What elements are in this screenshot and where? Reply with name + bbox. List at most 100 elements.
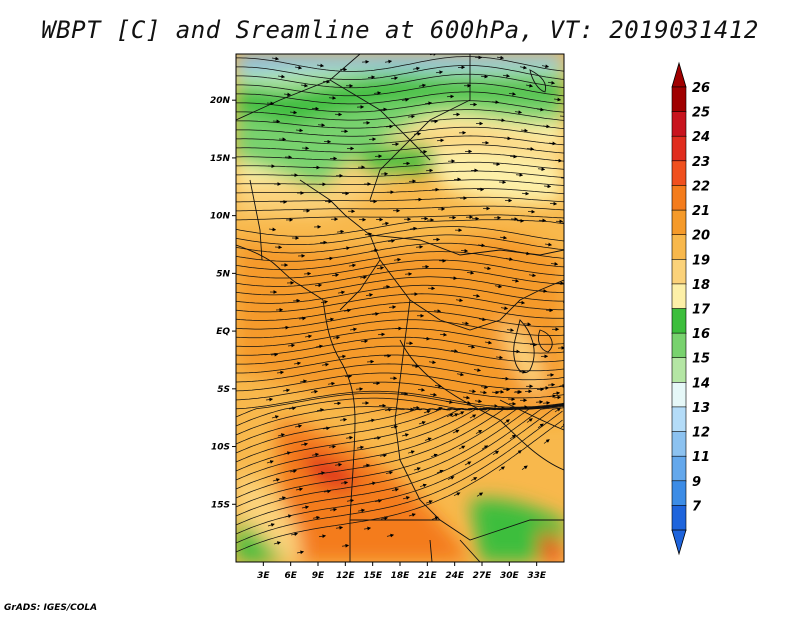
streamline-arrow	[466, 271, 475, 275]
streamline-arrow	[472, 294, 481, 298]
streamline-arrow	[502, 73, 511, 78]
colorbar-segment	[671, 332, 687, 359]
streamline-arrow	[379, 107, 388, 112]
streamline-arrow	[509, 154, 518, 159]
streamline-arrow	[325, 256, 334, 261]
streamline-arrow	[341, 543, 350, 548]
streamline-arrow	[310, 389, 319, 394]
streamline	[236, 242, 564, 262]
streamline-arrow	[470, 477, 478, 482]
streamline	[236, 345, 564, 365]
colorbar-label: 19	[692, 253, 710, 268]
streamline-arrow	[300, 83, 309, 88]
colorbar-segment	[671, 185, 687, 211]
lat-tick-label: 20N	[210, 96, 231, 106]
streamline-arrow	[565, 71, 571, 72]
colorbar-segment	[671, 455, 687, 482]
streamline-arrow	[317, 471, 326, 475]
streamline-arrow	[334, 462, 343, 467]
streamline-arrow	[365, 293, 374, 297]
streamline-arrow	[282, 388, 291, 393]
colorbar-label: 12	[692, 426, 710, 441]
streamline	[236, 404, 564, 499]
streamline-arrow	[419, 149, 428, 154]
streamline-arrow	[268, 227, 277, 232]
streamline-arrow	[272, 119, 281, 124]
streamline-arrow	[410, 54, 415, 55]
colorbar-label: 18	[692, 278, 710, 293]
streamline-arrow	[418, 421, 426, 425]
colorbar-segment	[671, 480, 687, 507]
streamline-arrow	[355, 387, 364, 391]
streamline-arrow	[385, 124, 394, 129]
colorbar-segment	[671, 505, 687, 531]
streamline	[236, 390, 564, 410]
streamline-arrow	[345, 435, 354, 440]
streamline-arrow	[570, 384, 576, 385]
streamline-arrow	[407, 114, 416, 119]
streamline-arrow	[409, 226, 418, 231]
colorbar-label: 16	[692, 327, 710, 342]
streamline	[236, 381, 564, 401]
streamline-arrow	[425, 500, 433, 504]
streamline-arrow	[553, 97, 562, 102]
streamline-arrow	[289, 110, 298, 115]
streamline-arrow	[547, 382, 556, 387]
streamline	[236, 91, 564, 105]
streamline-arrow	[450, 349, 459, 353]
streamline-arrow	[509, 434, 516, 440]
streamline	[236, 293, 564, 313]
streamline-arrow	[411, 364, 420, 369]
streamline-arrow	[457, 411, 465, 416]
wbpt-colorbar: 26 25 24 23 22 21 20 19 18 17 16 15 14 13 12 11 9 7	[671, 61, 711, 556]
streamline	[236, 144, 564, 154]
streamline-arrow	[428, 360, 437, 365]
lat-tick-label: 15N	[210, 154, 231, 164]
streamline-arrow	[373, 436, 382, 440]
streamline-arrow	[391, 142, 400, 147]
streamline-arrow	[498, 466, 506, 471]
colorbar-segment	[671, 135, 687, 162]
streamline-arrow	[508, 92, 517, 96]
streamline	[236, 372, 564, 392]
streamline	[236, 170, 564, 178]
streamline-arrow	[412, 66, 421, 71]
country-borders	[236, 54, 564, 562]
streamline-arrow	[567, 440, 572, 444]
streamline-arrow	[292, 298, 301, 303]
streamline-arrow	[481, 445, 489, 450]
streamline-arrow	[281, 325, 290, 330]
streamline-arrow	[276, 370, 285, 375]
streamlines	[236, 54, 578, 555]
colorbar-segment	[671, 283, 687, 310]
streamline-arrow	[526, 147, 535, 151]
streamline-arrow	[565, 393, 571, 394]
streamline-arrow	[423, 409, 431, 414]
streamline-arrow	[335, 525, 344, 530]
streamline	[236, 100, 564, 113]
streamline	[236, 354, 564, 374]
streamline-arrow	[464, 461, 472, 466]
streamline-arrow	[554, 158, 563, 163]
streamline-arrow	[468, 389, 477, 394]
streamline	[236, 403, 564, 472]
streamline-arrow	[390, 76, 399, 81]
streamline-arrow	[547, 80, 556, 85]
streamline-arrow	[402, 496, 411, 500]
streamline	[236, 328, 564, 347]
streamline	[236, 419, 563, 553]
colorbar-label: 20	[692, 229, 710, 244]
streamline-arrow	[304, 334, 313, 339]
streamline-arrow	[480, 74, 489, 79]
streamline-arrow	[572, 395, 578, 396]
streamline-arrow	[328, 444, 337, 449]
colorbar-label: 24	[692, 130, 710, 145]
lon-tick-label: 18E	[391, 571, 411, 581]
streamline	[236, 56, 564, 72]
streamline-arrow	[415, 245, 424, 249]
streamline	[236, 179, 564, 186]
streamline-arrow	[435, 70, 444, 75]
streamline	[236, 126, 564, 138]
streamline-arrow	[380, 516, 389, 521]
streamline	[236, 161, 564, 170]
